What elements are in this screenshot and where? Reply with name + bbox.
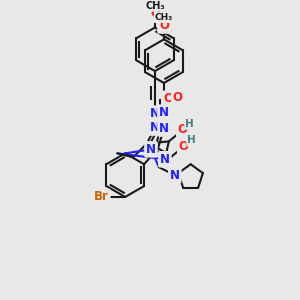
Text: O: O	[173, 91, 183, 104]
Text: CH₃: CH₃	[145, 1, 165, 11]
Text: O: O	[159, 19, 169, 32]
Text: N: N	[170, 169, 180, 182]
Text: N: N	[159, 122, 169, 135]
Text: O: O	[164, 92, 174, 105]
Text: Br: Br	[94, 190, 109, 203]
Text: O: O	[179, 140, 189, 153]
Text: N: N	[146, 143, 156, 156]
Text: O: O	[178, 123, 188, 136]
Text: N: N	[160, 153, 170, 166]
Text: H: H	[187, 135, 196, 146]
Text: H: H	[185, 118, 194, 129]
Text: N: N	[159, 106, 169, 119]
Text: N: N	[150, 121, 160, 134]
Text: N: N	[150, 107, 160, 120]
Text: O: O	[150, 7, 160, 20]
Text: CH₃: CH₃	[155, 13, 173, 22]
